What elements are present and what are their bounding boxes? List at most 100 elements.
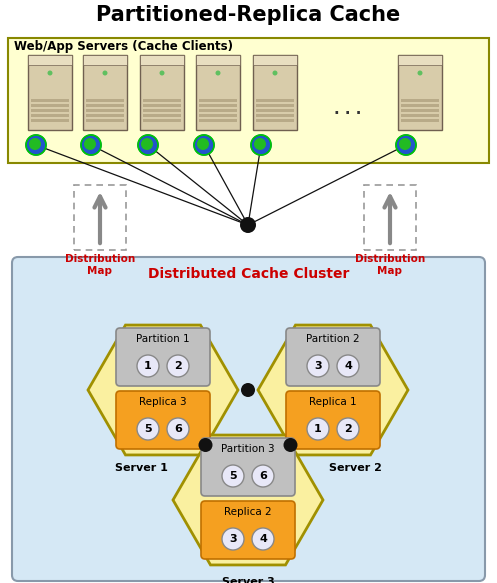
Circle shape (198, 438, 213, 452)
FancyBboxPatch shape (140, 55, 184, 65)
Text: Replica 1: Replica 1 (309, 397, 357, 407)
Bar (256, 119, 294, 122)
Bar (31, 104, 69, 107)
Text: Server 3: Server 3 (222, 577, 274, 583)
Text: Distribution
Map: Distribution Map (65, 254, 135, 276)
Circle shape (141, 138, 153, 150)
FancyBboxPatch shape (196, 55, 240, 130)
FancyBboxPatch shape (28, 55, 72, 130)
FancyBboxPatch shape (253, 55, 297, 130)
Text: 5: 5 (229, 471, 237, 481)
Circle shape (252, 465, 274, 487)
FancyBboxPatch shape (253, 55, 297, 65)
Polygon shape (88, 325, 238, 455)
Text: . . .: . . . (334, 103, 362, 118)
Bar (86, 114, 124, 117)
FancyBboxPatch shape (8, 38, 489, 163)
Circle shape (251, 135, 271, 155)
Text: Replica 3: Replica 3 (139, 397, 187, 407)
Bar (143, 119, 181, 122)
Circle shape (254, 138, 266, 150)
Text: Web/App Servers (Cache Clients): Web/App Servers (Cache Clients) (14, 40, 233, 53)
Bar (256, 114, 294, 117)
Circle shape (167, 418, 189, 440)
Circle shape (138, 135, 158, 155)
Text: 5: 5 (144, 424, 152, 434)
Text: 2: 2 (344, 424, 352, 434)
FancyBboxPatch shape (83, 55, 127, 130)
Text: 6: 6 (259, 471, 267, 481)
Text: 4: 4 (344, 361, 352, 371)
Circle shape (272, 71, 277, 76)
Text: 1: 1 (314, 424, 322, 434)
Circle shape (417, 71, 422, 76)
Text: 3: 3 (314, 361, 322, 371)
Bar (256, 109, 294, 112)
FancyBboxPatch shape (286, 328, 380, 386)
Bar (86, 104, 124, 107)
Text: Server 1: Server 1 (115, 463, 167, 473)
Polygon shape (258, 325, 408, 455)
Circle shape (167, 355, 189, 377)
Bar (256, 99, 294, 102)
FancyBboxPatch shape (28, 55, 72, 65)
Bar (31, 114, 69, 117)
Text: 3: 3 (229, 534, 237, 544)
FancyBboxPatch shape (398, 55, 442, 65)
FancyBboxPatch shape (201, 438, 295, 496)
Bar (401, 114, 439, 117)
Text: Distribution
Map: Distribution Map (355, 254, 425, 276)
Bar (199, 119, 237, 122)
Bar (31, 109, 69, 112)
Text: 2: 2 (174, 361, 182, 371)
Circle shape (216, 71, 221, 76)
Bar (86, 99, 124, 102)
Bar (401, 104, 439, 107)
Circle shape (84, 138, 96, 150)
Bar (86, 109, 124, 112)
Circle shape (396, 135, 416, 155)
Text: 4: 4 (259, 534, 267, 544)
Text: 1: 1 (144, 361, 152, 371)
Text: Partition 3: Partition 3 (221, 444, 275, 454)
Bar (401, 109, 439, 112)
Bar (143, 114, 181, 117)
Text: Partitioned-Replica Cache: Partitioned-Replica Cache (96, 5, 401, 25)
Bar (401, 119, 439, 122)
FancyBboxPatch shape (196, 55, 240, 65)
Circle shape (241, 383, 255, 397)
Bar (401, 99, 439, 102)
Circle shape (102, 71, 107, 76)
FancyBboxPatch shape (83, 55, 127, 65)
Bar (199, 114, 237, 117)
Bar (256, 104, 294, 107)
Circle shape (283, 438, 298, 452)
Bar (143, 109, 181, 112)
Bar (199, 104, 237, 107)
Bar (199, 99, 237, 102)
Bar (31, 119, 69, 122)
Text: 6: 6 (174, 424, 182, 434)
Text: Replica 2: Replica 2 (224, 507, 272, 517)
Circle shape (26, 135, 46, 155)
Bar (143, 104, 181, 107)
Circle shape (337, 418, 359, 440)
Circle shape (160, 71, 165, 76)
Circle shape (252, 528, 274, 550)
Circle shape (307, 418, 329, 440)
Bar (86, 119, 124, 122)
Text: Partition 2: Partition 2 (306, 334, 360, 344)
Circle shape (29, 138, 41, 150)
FancyBboxPatch shape (201, 501, 295, 559)
Bar (199, 109, 237, 112)
Text: Distributed Cache Cluster: Distributed Cache Cluster (148, 267, 349, 281)
FancyBboxPatch shape (286, 391, 380, 449)
Circle shape (197, 138, 209, 150)
Circle shape (222, 528, 244, 550)
Circle shape (194, 135, 214, 155)
Circle shape (81, 135, 101, 155)
Circle shape (337, 355, 359, 377)
Circle shape (399, 138, 411, 150)
FancyBboxPatch shape (398, 55, 442, 130)
FancyBboxPatch shape (140, 55, 184, 130)
